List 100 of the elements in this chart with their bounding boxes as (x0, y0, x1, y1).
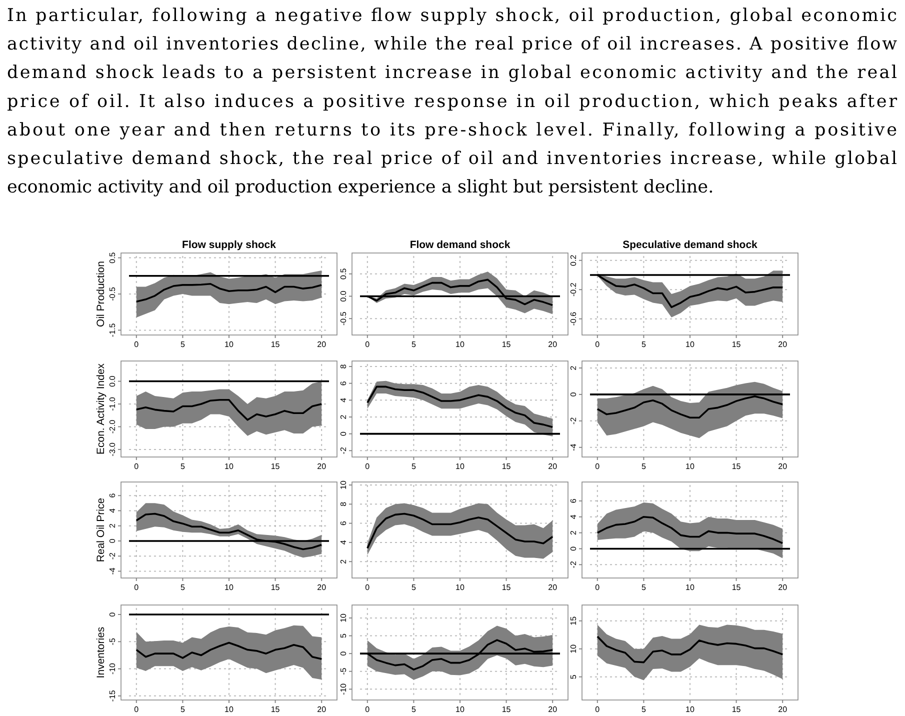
x-tick-label: 20 (548, 462, 558, 471)
y-tick-label: 0.5 (339, 268, 348, 280)
y-tick-label: -1.5 (108, 322, 117, 338)
y-axis-title: Econ. Activity Index (95, 362, 107, 455)
x-tick-label: 5 (411, 340, 416, 349)
y-tick-label: 6 (339, 380, 348, 386)
x-tick-label: 0 (595, 462, 600, 471)
x-tick-label: 20 (778, 462, 788, 471)
text: economic activity and oil production experience a slight but persistent decline. (7, 178, 714, 198)
y-tick-label: -1.0 (108, 396, 117, 411)
x-tick-label: 0 (134, 583, 140, 592)
y-tick-label: -0.6 (569, 311, 578, 326)
y-tick-label: 4 (339, 397, 348, 402)
y-tick-label: 6 (108, 492, 117, 498)
y-tick-label: 10 (569, 644, 578, 654)
y-tick-label: 2 (569, 530, 578, 536)
y-tick-label: 4 (569, 514, 578, 520)
y-tick-label: 2 (569, 365, 578, 370)
x-tick-label: 5 (180, 462, 186, 471)
y-tick-label: -10 (339, 682, 348, 695)
y-axis-title: Inventories (95, 626, 107, 678)
y-tick-label: -4 (569, 443, 578, 451)
y-tick-label: 6 (339, 520, 348, 526)
y-tick-label: -0.5 (108, 286, 117, 301)
x-tick-label: 0 (595, 583, 600, 592)
x-tick-label: 10 (456, 583, 465, 592)
y-tick-label: 0.0 (339, 290, 348, 302)
x-tick-label: 10 (686, 705, 695, 714)
y-tick-label: 0 (569, 546, 578, 551)
y-tick-label: 10 (339, 480, 348, 490)
chart-title: Flow demand shock (410, 239, 510, 251)
x-tick-label: 5 (180, 583, 186, 592)
x-tick-label: 20 (778, 705, 788, 714)
x-tick-label: 15 (270, 340, 280, 349)
x-tick-label: 10 (456, 705, 465, 714)
x-tick-label: 20 (317, 583, 327, 592)
line-series (366, 386, 554, 428)
y-tick-label: 8 (339, 501, 348, 506)
x-tick-label: 5 (641, 462, 646, 471)
y-axis-title: Real Oil Price (95, 498, 107, 562)
y-tick-label: 0.2 (569, 254, 578, 266)
text: speculative demand shock, the real price of oil and inventories increase, while global (7, 149, 898, 169)
x-tick-label: 20 (317, 340, 327, 349)
y-tick-label: -0.5 (339, 311, 348, 326)
line-series (136, 282, 322, 302)
x-tick-label: 15 (502, 340, 512, 349)
x-tick-label: 10 (456, 462, 465, 471)
y-axis-title: Oil Production (95, 260, 107, 327)
x-tick-label: 5 (411, 462, 416, 471)
y-tick-label: -10 (108, 662, 117, 675)
y-tick-label: -5 (339, 667, 348, 675)
y-tick-label: 4 (339, 540, 348, 545)
x-tick-label: 15 (502, 583, 512, 592)
x-tick-label: 15 (270, 705, 280, 714)
text: about one year and then returns to its pre-shock level. Finally, following a positive (7, 120, 897, 140)
y-tick-label: 6 (569, 498, 578, 504)
x-tick-label: 15 (732, 462, 742, 471)
x-tick-label: 5 (641, 705, 646, 714)
x-tick-label: 10 (686, 462, 695, 471)
y-tick-label: -2 (569, 560, 578, 568)
y-tick-label: 4 (108, 508, 117, 513)
x-tick-label: 0 (365, 340, 370, 349)
y-tick-label: 0 (569, 392, 578, 397)
x-tick-label: 5 (411, 705, 416, 714)
y-tick-label: 2 (108, 523, 117, 528)
x-tick-label: 15 (502, 705, 512, 714)
y-tick-label: 5 (569, 674, 578, 680)
x-tick-label: 5 (180, 705, 186, 714)
y-tick-label: -5 (108, 638, 117, 646)
x-tick-label: 15 (270, 583, 280, 592)
text: activity and oil inventories decline, while the real price of oil increases. A positive flow (7, 34, 897, 55)
y-tick-label: 0 (108, 538, 117, 544)
chart-title: Speculative demand shock (622, 239, 758, 251)
x-tick-label: 5 (641, 340, 646, 349)
x-tick-label: 20 (548, 705, 558, 714)
y-tick-label: 8 (339, 364, 348, 369)
x-tick-label: 15 (732, 340, 742, 349)
y-tick-label: -2.0 (108, 419, 117, 434)
x-tick-label: 0 (595, 340, 600, 349)
x-tick-label: 10 (686, 583, 695, 592)
x-tick-label: 10 (456, 340, 465, 349)
line-series (596, 516, 784, 544)
y-tick-label: -15 (108, 690, 117, 702)
chart-title: Flow supply shock (182, 239, 276, 251)
x-tick-label: 0 (134, 340, 140, 349)
x-tick-label: 0 (134, 705, 140, 714)
x-tick-label: 0 (365, 462, 370, 471)
line-series (596, 636, 784, 664)
x-tick-label: 5 (641, 583, 646, 592)
text: demand shock leads to a persistent increase in global economic activity and the real (7, 63, 898, 84)
y-tick-label: 0 (339, 650, 348, 656)
x-tick-label: 15 (732, 583, 742, 592)
y-tick-label: 0 (339, 431, 348, 436)
x-tick-label: 10 (224, 705, 234, 714)
y-tick-label: 2 (339, 414, 348, 420)
y-tick-label: 0.0 (108, 375, 117, 387)
y-tick-label: -2 (569, 416, 578, 424)
y-tick-label: -0.2 (569, 282, 578, 297)
text: price of oil. It also induces a positive response in oil production, which peaks after (7, 92, 898, 112)
x-tick-label: 20 (778, 340, 788, 349)
